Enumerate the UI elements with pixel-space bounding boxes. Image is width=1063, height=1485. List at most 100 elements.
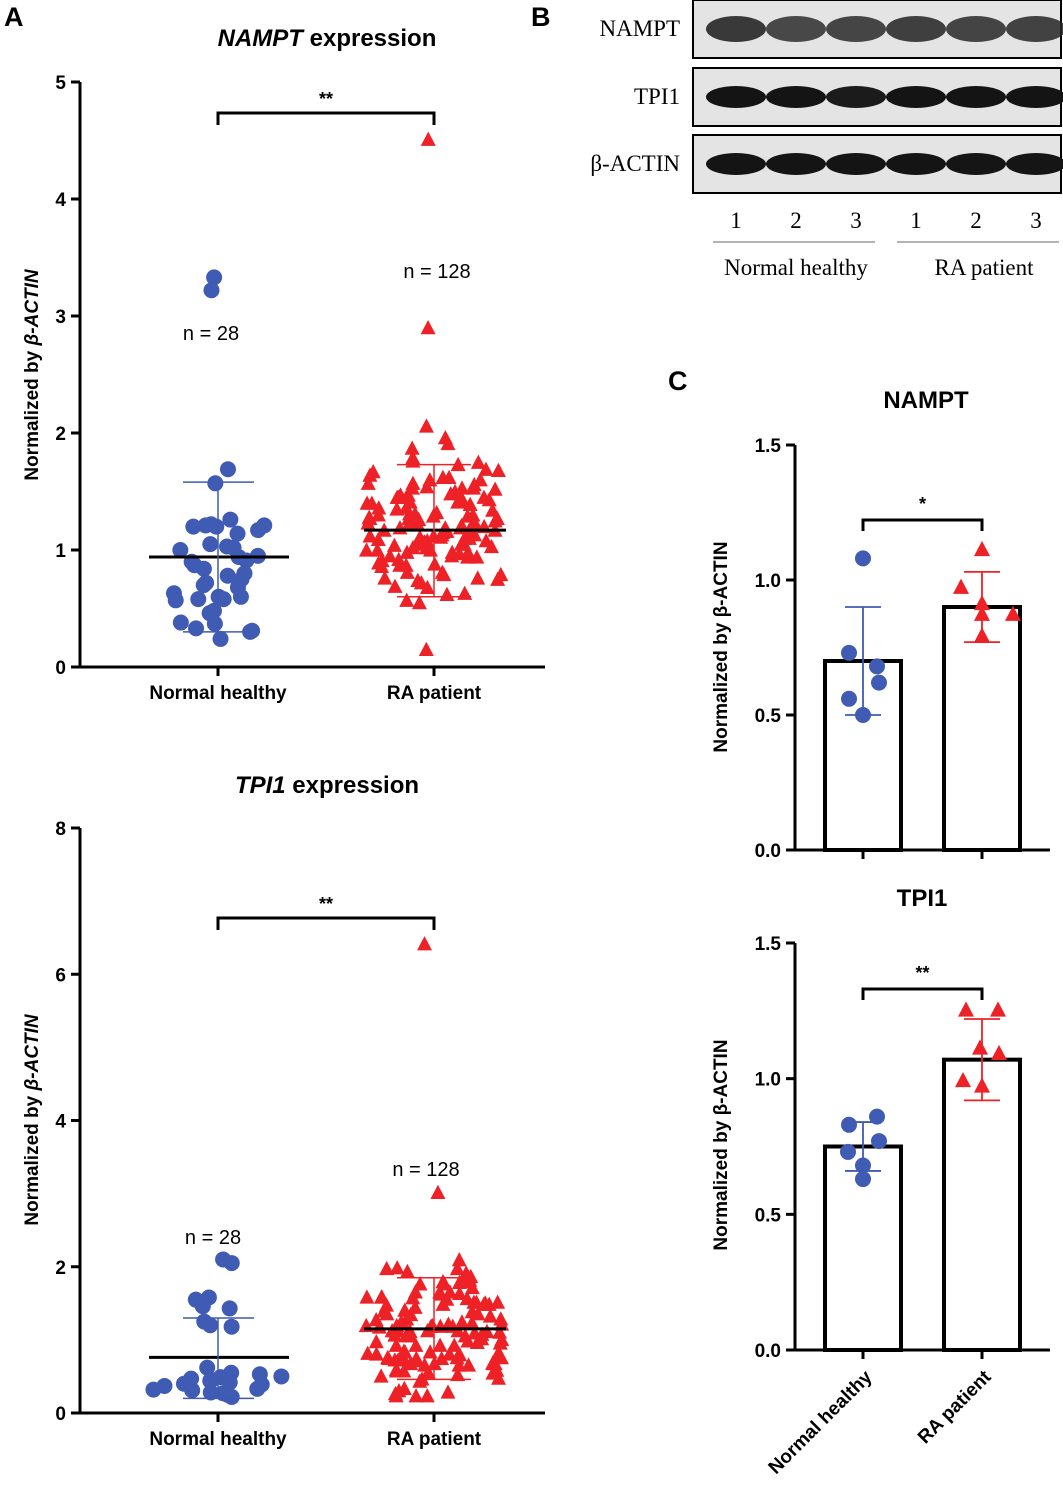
data-point (362, 528, 378, 543)
data-point (249, 1380, 266, 1397)
blot-band (766, 153, 826, 175)
data-point (389, 501, 405, 516)
data-point (194, 1298, 211, 1315)
data-point (190, 591, 207, 608)
data-point (491, 1344, 507, 1360)
data-point (1005, 605, 1021, 621)
data-point (145, 1381, 162, 1398)
data-point (393, 1314, 409, 1329)
blot-band (886, 86, 946, 108)
data-point (399, 592, 415, 607)
lane-label: 2 (970, 208, 982, 233)
y-axis-label: Normalized by β-ACTIN (22, 268, 43, 481)
data-point (418, 418, 434, 433)
data-point (871, 1133, 887, 1150)
data-point (482, 1308, 498, 1323)
blot-band (706, 86, 766, 108)
data-point (400, 487, 416, 502)
data-point (434, 564, 450, 579)
data-point (403, 1306, 419, 1322)
data-point (405, 1290, 421, 1305)
data-point (974, 627, 990, 643)
y-tick-label: 2 (55, 1258, 66, 1279)
data-point (420, 131, 436, 146)
blot-band (1006, 153, 1063, 175)
data-point (452, 1285, 468, 1300)
data-point (359, 542, 375, 557)
data-point (454, 480, 470, 495)
data-point (440, 1384, 456, 1399)
data-point (490, 1294, 506, 1309)
data-point (369, 542, 385, 557)
data-point (396, 1343, 412, 1358)
chart-title: NAMPT (883, 387, 969, 414)
blot-row-label-nampt: NAMPT (599, 16, 680, 41)
n-label-normal: n = 28 (183, 323, 239, 345)
data-point (469, 1334, 485, 1349)
blot-band (706, 16, 766, 42)
n-label-ra: n = 128 (403, 261, 470, 283)
data-point (232, 588, 249, 605)
bar (942, 1057, 1022, 1352)
data-point (412, 1373, 428, 1388)
data-point (373, 1368, 389, 1383)
data-point (407, 506, 423, 521)
data-point (464, 1314, 480, 1330)
data-point (202, 1372, 219, 1389)
y-tick-label: 0.0 (755, 841, 781, 862)
data-point (451, 1357, 467, 1372)
lane-label: 3 (1030, 208, 1042, 233)
data-point (396, 1363, 412, 1378)
data-point (407, 1299, 423, 1314)
data-point (840, 1143, 856, 1160)
data-point (368, 1333, 384, 1349)
data-point (974, 540, 990, 557)
data-point (172, 614, 189, 631)
panel-label-c: C (668, 366, 688, 396)
panel-label-b: B (531, 2, 551, 32)
data-point (360, 475, 376, 490)
data-point (490, 462, 506, 478)
data-point (396, 1351, 412, 1366)
data-point (869, 1108, 885, 1125)
data-point (485, 1355, 501, 1370)
data-point (408, 1337, 424, 1352)
data-point (185, 518, 202, 535)
x-tick-label: Normal healthy (765, 1366, 877, 1478)
data-point (855, 1171, 871, 1188)
data-point (391, 1382, 407, 1398)
y-tick-label: 1.0 (755, 1070, 781, 1091)
y-axis-label: Normalized by β-ACTIN (22, 1013, 43, 1226)
panel-label-a: A (4, 2, 24, 32)
data-point (974, 1077, 990, 1093)
data-point (841, 1116, 857, 1133)
data-point (457, 585, 473, 600)
data-point (483, 538, 499, 554)
data-point (972, 1039, 988, 1055)
data-point (167, 592, 184, 609)
y-tick-label: 0 (55, 658, 66, 679)
data-point (450, 1366, 466, 1382)
chart-title: TPI1 (897, 885, 948, 912)
data-point (974, 605, 990, 621)
significance-label: ** (319, 894, 333, 914)
significance-label: * (919, 494, 926, 514)
data-point (470, 570, 486, 585)
data-point (491, 1370, 507, 1385)
data-point (461, 530, 477, 545)
significance-label: ** (319, 89, 333, 109)
y-tick-label: 0.5 (755, 1205, 782, 1226)
data-point (202, 1317, 219, 1334)
y-tick-label: 6 (55, 965, 66, 986)
data-point (432, 1337, 448, 1352)
data-point (450, 494, 466, 509)
data-point (871, 674, 887, 691)
data-point (219, 461, 236, 478)
data-point (855, 550, 871, 567)
data-point (402, 1328, 418, 1343)
y-tick-label: 0.5 (755, 706, 782, 727)
blot-band (946, 153, 1006, 175)
data-point (493, 566, 509, 582)
y-tick-label: 4 (55, 1112, 66, 1133)
y-tick-label: 0 (55, 1404, 66, 1425)
